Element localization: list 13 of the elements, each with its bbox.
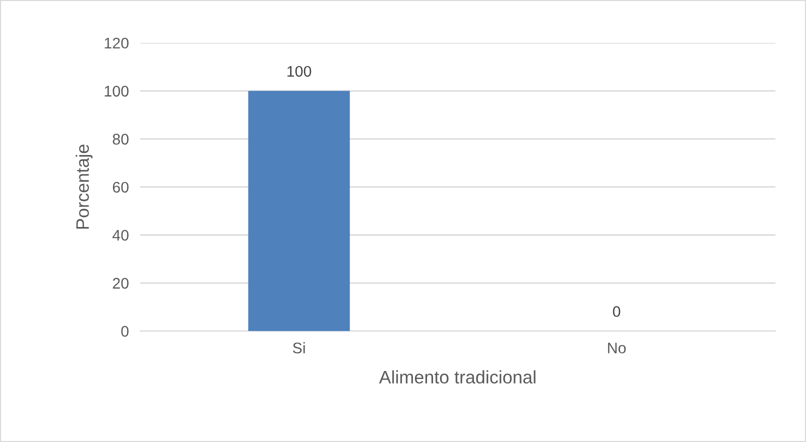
y-axis-title: Porcentaje [76,144,93,229]
y-tick-label: 60 [112,182,129,193]
x-tick-label: No [608,342,626,354]
y-tick-label: 40 [112,230,129,241]
data-label: 100 [287,66,312,77]
y-tick-label: 100 [104,86,129,97]
x-tick-label: Si [292,342,305,354]
y-tick-label: 80 [112,134,129,145]
y-tick-label: 0 [121,326,129,337]
y-tick-label: 20 [112,278,129,289]
y-tick-label: 120 [104,38,129,49]
x-axis-title: Alimento tradicional [379,370,536,384]
data-label: 0 [612,306,620,317]
